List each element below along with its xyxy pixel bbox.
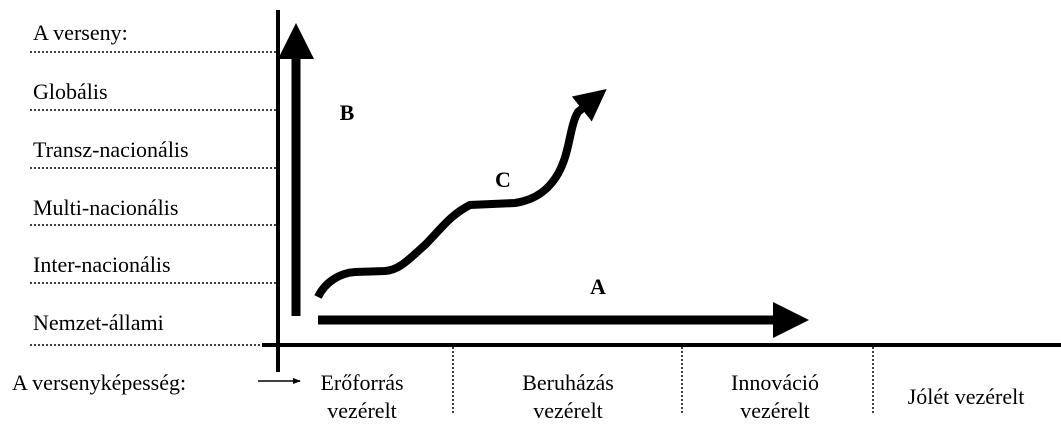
x-label: Jólét vezérelt [908,384,1025,409]
x-label: Beruházás [522,370,614,395]
y-label: Globális [33,79,108,104]
y-label: Multi-nacionális [33,195,178,220]
label-a: A [590,274,606,299]
label-b: B [340,100,355,125]
x-axis-title: A versenyképesség: [12,370,186,395]
label-c: C [495,167,511,192]
y-label: Nemzet-állami [33,310,164,335]
x-separators [452,347,874,415]
y-labels: A verseny: Globális Transz-nacionális Mu… [33,20,189,335]
x-label: vezérelt [327,398,397,423]
y-dotted-lines [30,51,276,346]
x-label: Erőforrás [320,370,403,395]
y-label: Inter-nacionális [33,252,171,277]
x-label: Innováció [731,370,819,395]
y-label: Transz-nacionális [33,137,189,162]
arrow-c [314,89,607,299]
x-label: vezérelt [740,398,810,423]
x-labels: Erőforrás vezérelt Beruházás vezérelt In… [320,370,1024,423]
y-label: A verseny: [33,20,128,45]
x-label: vezérelt [533,398,603,423]
